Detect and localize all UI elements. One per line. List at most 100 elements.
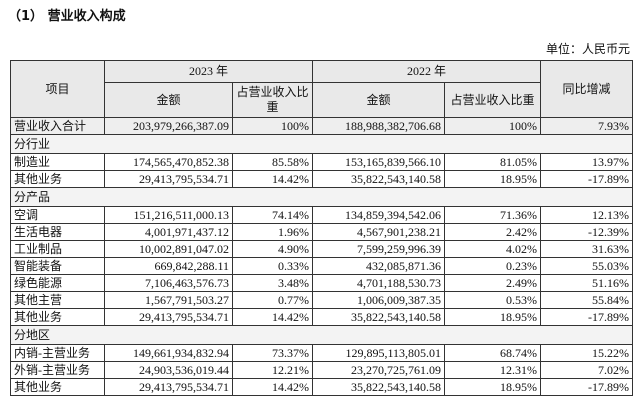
cell: 0.53% — [444, 291, 542, 309]
cell: 13.97% — [540, 153, 634, 171]
cell: 10,002,891,047.02 — [104, 240, 233, 258]
cell: 12.21% — [231, 361, 314, 379]
cell: 35,822,543,140.58 — [312, 308, 446, 326]
cell: 31.63% — [540, 240, 634, 258]
cell: 29,413,795,534.71 — [104, 308, 233, 326]
row-label: 其他业务 — [10, 308, 105, 326]
table-body: 营业收入合计 203,979,266,387.09 100% 188,988,382,… — [9, 117, 634, 396]
cell: 51.16% — [540, 274, 634, 292]
cell: 14.42% — [231, 170, 314, 188]
header-cell: 金额 — [104, 82, 233, 118]
cell: 81.05% — [444, 153, 542, 171]
cell: 55.84% — [540, 291, 634, 309]
data-row: 智能装备 669,842,288.11 0.33% 432,085,871.36 0.2… — [10, 257, 634, 275]
cell: 35,822,543,140.58 — [312, 170, 446, 188]
cell: 4,001,971,437.12 — [104, 223, 233, 241]
cell: 18.95% — [444, 378, 542, 396]
cell: -12.39% — [540, 223, 634, 241]
cell: 203,979,266,387.09 — [104, 117, 233, 135]
section-title: （1） 营业收入构成 — [8, 9, 126, 24]
data-row: 内销-主营业务 149,661,934,832.94 73.37% 129,895,1… — [10, 344, 634, 362]
header-cell: 2022 年 — [312, 60, 542, 83]
row-label: 外销-主营业务 — [10, 361, 105, 379]
data-row: 绿色能源 7,106,463,576.73 3.48% 4,701,188,530.7… — [10, 274, 634, 292]
cell: 153,165,839,566.10 — [312, 153, 446, 171]
section-row: 分行业 — [9, 134, 634, 154]
data-row: 营业收入合计 203,979,266,387.09 100% 188,988,382,… — [10, 117, 634, 135]
header-cell: 同比增减 — [540, 60, 634, 118]
cell: 151,216,511,000.13 — [104, 206, 233, 224]
row-label: 分行业 — [9, 134, 634, 154]
cell: 23,270,725,761.09 — [312, 361, 446, 379]
unit-note: 单位：人民币元 — [545, 42, 630, 56]
header-cell: 占营业收入比重 — [444, 82, 542, 118]
data-row: 外销-主营业务 24,903,536,019.44 12.21% 23,270,725… — [10, 361, 634, 379]
cell: 669,842,288.11 — [104, 257, 233, 275]
header-cell: 占营业收入比重 — [231, 82, 314, 118]
cell: 149,661,934,832.94 — [104, 344, 233, 362]
cell: 68.74% — [444, 344, 542, 362]
cell: 7.02% — [540, 361, 634, 379]
cell: 432,085,871.36 — [312, 257, 446, 275]
cell: 1.96% — [231, 223, 314, 241]
cell: 7,106,463,576.73 — [104, 274, 233, 292]
data-row: 空调 151,216,511,000.13 74.14% 134,859,394,54… — [10, 206, 634, 224]
row-label: 制造业 — [10, 153, 105, 171]
cell: 1,567,791,503.27 — [104, 291, 233, 309]
cell: 7,599,259,996.39 — [312, 240, 446, 258]
row-label: 内销-主营业务 — [10, 344, 105, 362]
cell: 2.42% — [444, 223, 542, 241]
cell: 18.95% — [444, 170, 542, 188]
data-row: 生活电器 4,001,971,437.12 1.96% 4,567,901,238.2… — [10, 223, 634, 241]
data-row: 工业制品 10,002,891,047.02 4.90% 7,599,259,996.… — [10, 240, 634, 258]
row-label: 其他业务 — [10, 170, 105, 188]
row-label: 生活电器 — [10, 223, 105, 241]
cell: 2.49% — [444, 274, 542, 292]
data-row: 其他业务 29,413,795,534.71 14.42% 35,822,543,14… — [10, 170, 634, 188]
cell: 4,701,188,530.73 — [312, 274, 446, 292]
cell: 134,859,394,542.06 — [312, 206, 446, 224]
revenue-table: 项目 2023 年 2022 年 同比增减 金额 占营业收入比重 金额 占营业收… — [9, 60, 634, 396]
header-cell: 2023 年 — [103, 60, 314, 83]
cell: 174,565,470,852.38 — [104, 153, 233, 171]
cell: 0.33% — [231, 257, 314, 275]
cell: 0.23% — [444, 257, 542, 275]
cell: 0.77% — [231, 291, 314, 309]
cell: -17.89% — [540, 378, 634, 396]
cell: -17.89% — [540, 170, 634, 188]
data-row: 其他业务 29,413,795,534.71 14.42% 35,822,543,14… — [10, 308, 634, 326]
cell: 4.90% — [231, 240, 314, 258]
cell: 129,895,113,805.01 — [312, 344, 446, 362]
row-label: 工业制品 — [10, 240, 105, 258]
cell: 14.42% — [231, 308, 314, 326]
cell: 100% — [444, 117, 542, 135]
cell: 85.58% — [231, 153, 314, 171]
cell: 35,822,543,140.58 — [312, 378, 446, 396]
header-cell: 项目 — [10, 60, 105, 118]
row-label: 智能装备 — [10, 257, 105, 275]
cell: 73.37% — [231, 344, 314, 362]
row-label: 其他业务 — [10, 378, 105, 396]
row-label: 分产品 — [9, 187, 634, 207]
cell: 24,903,536,019.44 — [104, 361, 233, 379]
cell: 100% — [231, 117, 314, 135]
cell: 4,567,901,238.21 — [312, 223, 446, 241]
cell: 18.95% — [444, 308, 542, 326]
row-label: 营业收入合计 — [10, 117, 105, 135]
cell: 3.48% — [231, 274, 314, 292]
section-row: 分产品 — [9, 187, 634, 207]
row-label: 分地区 — [9, 325, 634, 345]
cell: 29,413,795,534.71 — [104, 170, 233, 188]
data-row: 制造业 174,565,470,852.38 85.58% 153,165,839,5… — [10, 153, 634, 171]
cell: 4.02% — [444, 240, 542, 258]
cell: 7.93% — [540, 117, 634, 135]
cell: 15.22% — [540, 344, 634, 362]
cell: 1,006,009,387.35 — [312, 291, 446, 309]
data-row: 其他主营 1,567,791,503.27 0.77% 1,006,009,387.3… — [10, 291, 634, 309]
data-row: 其他业务 29,413,795,534.71 14.42% 35,822,543,14… — [10, 378, 634, 396]
cell: 55.03% — [540, 257, 634, 275]
header-cell: 金额 — [312, 82, 446, 118]
cell: -17.89% — [540, 308, 634, 326]
row-label: 其他主营 — [10, 291, 105, 309]
